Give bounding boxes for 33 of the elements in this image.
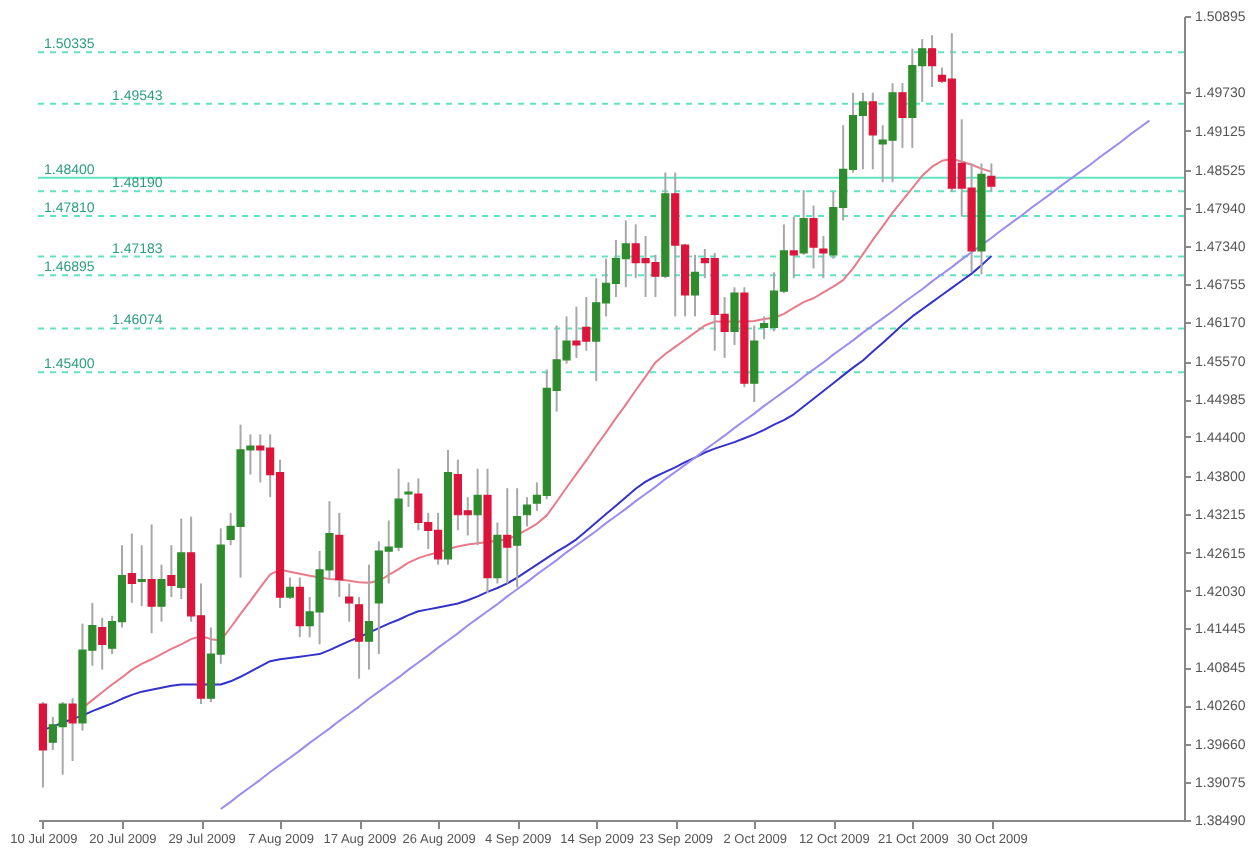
candlestick: [493, 521, 502, 585]
candlestick: [137, 544, 146, 608]
candlestick: [868, 91, 877, 171]
candlestick: [68, 697, 77, 763]
candlestick: [157, 563, 166, 623]
candlestick: [522, 496, 532, 528]
candlestick: [345, 582, 354, 623]
candlestick: [38, 701, 48, 789]
candlestick: [295, 576, 304, 639]
candlestick: [730, 286, 739, 346]
candlestick: [987, 162, 996, 193]
candlestick: [819, 235, 828, 280]
candlestick: [147, 523, 156, 635]
line-series: [219, 119, 1151, 810]
candlestick: [404, 481, 413, 508]
candlestick: [789, 215, 798, 280]
candlestick: [177, 517, 186, 600]
candlestick: [503, 487, 512, 585]
candlestick: [927, 34, 937, 88]
candlestick: [809, 204, 818, 270]
candlestick: [364, 563, 374, 671]
candlestick: [690, 253, 700, 318]
candlestick: [98, 616, 107, 671]
candlestick: [167, 544, 176, 599]
candlestick: [354, 596, 364, 680]
candlestick: [799, 189, 808, 256]
candlestick: [127, 532, 136, 604]
candlestick: [750, 324, 759, 403]
candlestick: [513, 487, 522, 589]
candlestick: [335, 511, 344, 599]
candlestick: [898, 82, 907, 149]
candlestick: [285, 576, 295, 600]
candlestick: [473, 467, 482, 547]
